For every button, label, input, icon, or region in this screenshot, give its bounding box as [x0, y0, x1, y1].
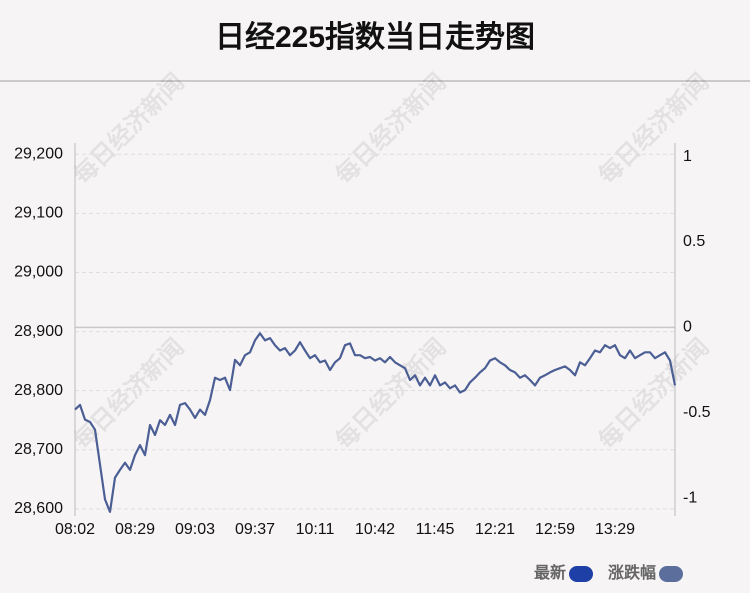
legend-swatch [659, 566, 683, 582]
y-tick-label: 28,600 [14, 500, 63, 517]
watermark: 每日经济新闻 [330, 333, 452, 455]
x-tick-label: 09:37 [235, 521, 275, 538]
y-tick-label: 28,800 [14, 382, 63, 399]
price-line [74, 332, 677, 513]
x-tick-label: 08:02 [55, 521, 95, 538]
y-tick-label: 29,100 [14, 205, 63, 222]
y2-tick-label: -0.5 [683, 404, 711, 421]
x-tick-label: 13:29 [595, 521, 635, 538]
x-tick-label: 12:59 [535, 521, 575, 538]
y2-tick-label: 0.5 [683, 233, 705, 250]
y-tick-label: 28,700 [14, 441, 63, 458]
y-tick-label: 28,900 [14, 323, 63, 340]
y2-tick-label: -1 [683, 489, 697, 506]
legend-label: 最新 [534, 563, 566, 582]
watermark: 每日经济新闻 [593, 333, 715, 455]
x-tick-label: 12:21 [475, 521, 515, 538]
x-tick-label: 11:45 [416, 521, 455, 538]
legend-swatch [569, 566, 593, 582]
x-tick-label: 10:42 [355, 521, 395, 538]
watermark: 每日经济新闻 [593, 68, 715, 190]
x-tick-label: 09:03 [175, 521, 215, 538]
legend-label: 涨跌幅 [608, 563, 656, 582]
y-tick-label: 29,200 [14, 145, 63, 162]
watermark: 每日经济新闻 [68, 333, 190, 455]
y2-tick-label: 0 [683, 319, 692, 336]
chart-title: 日经225指数当日走势图 [215, 20, 535, 54]
y-tick-label: 29,000 [14, 264, 63, 281]
watermark: 每日经济新闻 [330, 68, 452, 190]
x-tick-label: 10:11 [296, 521, 335, 538]
y2-tick-label: 1 [683, 148, 692, 165]
x-tick-label: 08:29 [115, 521, 155, 538]
watermark: 每日经济新闻 [68, 68, 190, 190]
